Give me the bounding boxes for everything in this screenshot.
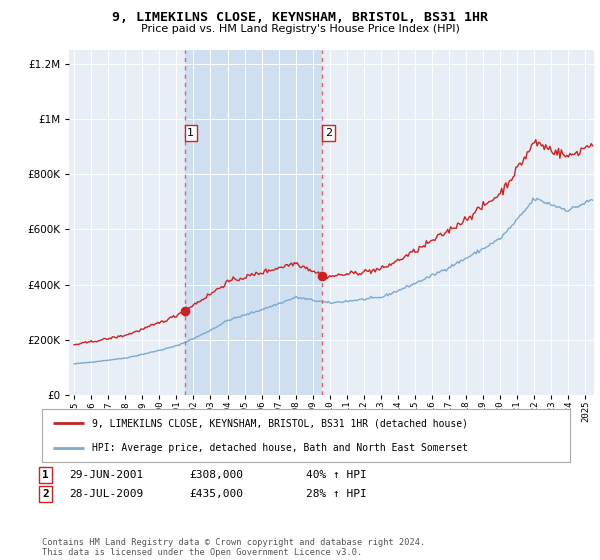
Text: 1: 1	[42, 470, 49, 480]
Text: 29-JUN-2001: 29-JUN-2001	[69, 470, 143, 480]
Text: £435,000: £435,000	[189, 489, 243, 499]
Text: 9, LIMEKILNS CLOSE, KEYNSHAM, BRISTOL, BS31 1HR (detached house): 9, LIMEKILNS CLOSE, KEYNSHAM, BRISTOL, B…	[92, 418, 468, 428]
Text: 40% ↑ HPI: 40% ↑ HPI	[306, 470, 367, 480]
Text: 1: 1	[187, 128, 194, 138]
Bar	[185, 50, 322, 395]
Text: 2: 2	[325, 128, 332, 138]
Text: 9, LIMEKILNS CLOSE, KEYNSHAM, BRISTOL, BS31 1HR: 9, LIMEKILNS CLOSE, KEYNSHAM, BRISTOL, B…	[112, 11, 488, 24]
Text: 28-JUL-2009: 28-JUL-2009	[69, 489, 143, 499]
Text: HPI: Average price, detached house, Bath and North East Somerset: HPI: Average price, detached house, Bath…	[92, 442, 468, 452]
Text: £308,000: £308,000	[189, 470, 243, 480]
Text: Price paid vs. HM Land Registry's House Price Index (HPI): Price paid vs. HM Land Registry's House …	[140, 24, 460, 34]
Text: 2: 2	[42, 489, 49, 499]
Text: Contains HM Land Registry data © Crown copyright and database right 2024.
This d: Contains HM Land Registry data © Crown c…	[42, 538, 425, 557]
Text: 28% ↑ HPI: 28% ↑ HPI	[306, 489, 367, 499]
